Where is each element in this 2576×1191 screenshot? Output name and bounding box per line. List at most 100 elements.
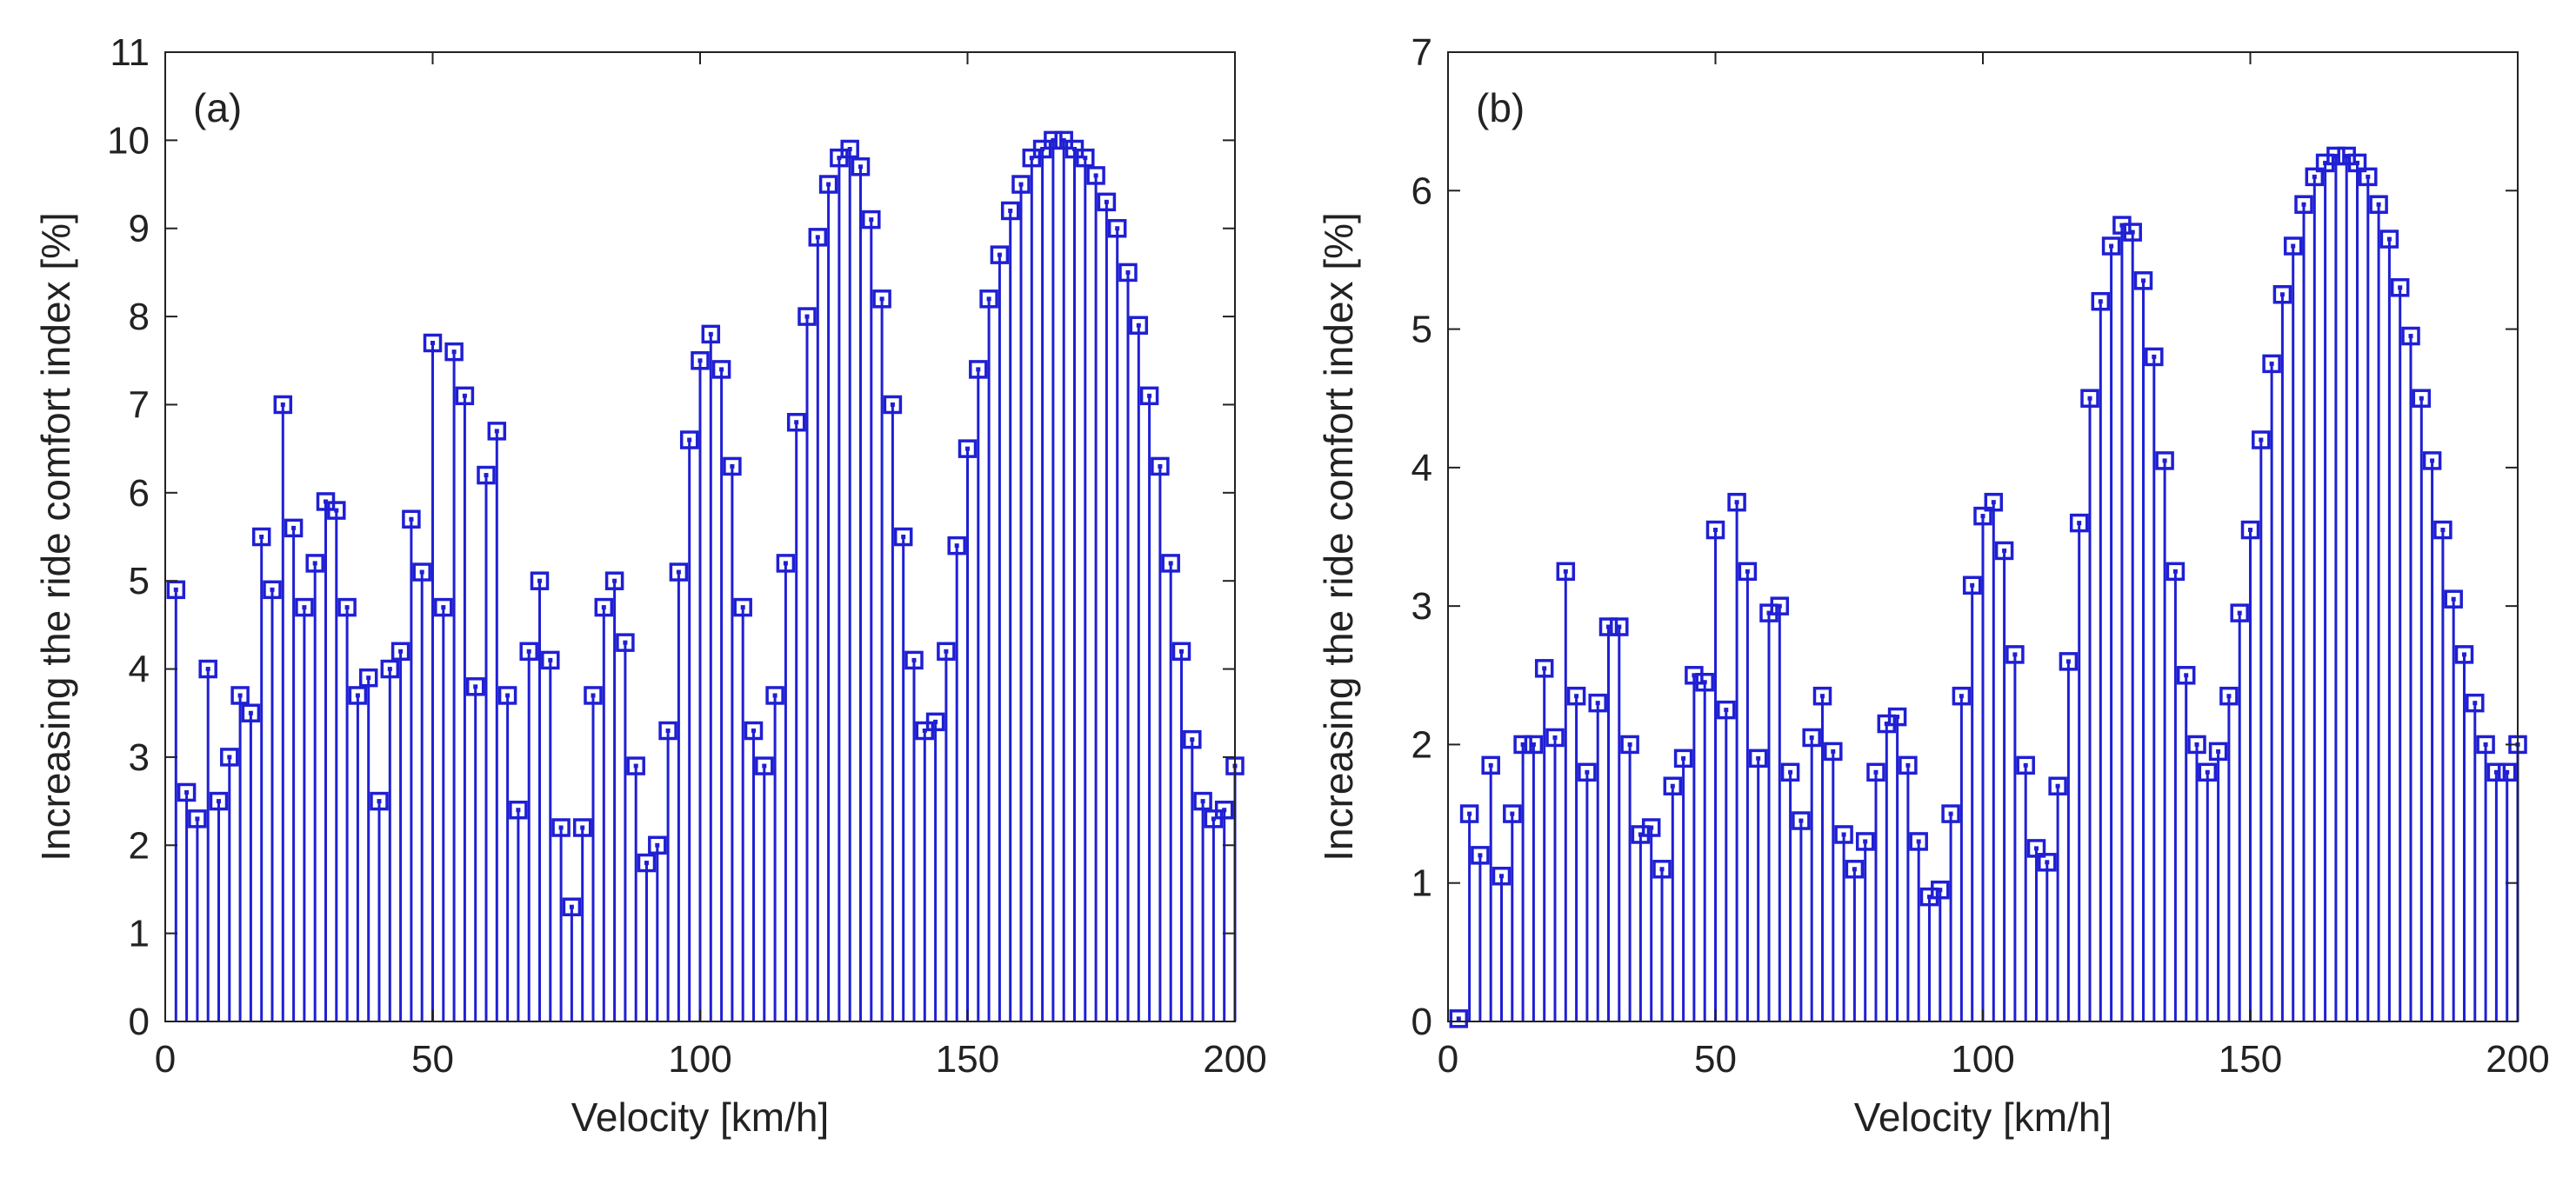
stem-marker-dot-b-31 (1788, 769, 1793, 775)
y-tick-label-b-4: 4 (1411, 447, 1432, 489)
stem-marker-dot-b-28 (1756, 755, 1761, 761)
stem-marker-dot-a-40 (601, 605, 606, 610)
stem-marker-b-47 (1952, 686, 1972, 706)
stem-marker-dot-a-65 (869, 217, 874, 223)
stem-marker-b-75 (2252, 430, 2271, 449)
stem-marker-dot-a-88 (1115, 226, 1120, 231)
chart-panel-b: 0 50 100 150 200 0 1 2 3 4 5 6 7 (b) Velocity [km/h… (1316, 31, 2550, 1140)
stem-marker-a-61 (818, 175, 838, 194)
stem-marker-a-18 (358, 668, 378, 688)
stem-marker-b-14 (1598, 617, 1618, 636)
stem-marker-dot-b-51 (2002, 548, 2007, 553)
stem-marker-dot-b-45 (1938, 888, 1943, 893)
stem-marker-a-89 (1118, 263, 1138, 283)
stem-marker-dot-b-83 (2344, 153, 2349, 158)
stem-marker-dot-a-24 (430, 341, 435, 345)
stem-marker-b-41 (1887, 707, 1907, 727)
stem-marker-a-7 (241, 703, 261, 722)
stem-marker-a-31 (497, 686, 517, 705)
stem-marker-dot-a-94 (1179, 649, 1184, 654)
stem-marker-a-57 (776, 554, 796, 573)
stem-marker-dot-b-68 (2184, 673, 2189, 678)
stem-marker-a-24 (423, 333, 443, 353)
stem-marker-dot-a-20 (387, 667, 392, 672)
stem-marker-a-66 (872, 289, 891, 309)
stem-marker-dot-b-50 (1991, 500, 1996, 505)
stem-marker-a-72 (937, 642, 956, 662)
stem-marker-dot-a-17 (355, 693, 360, 698)
stem-marker-b-43 (1909, 832, 1928, 851)
stem-marker-dot-b-78 (2291, 243, 2296, 249)
stem-marker-a-56 (765, 686, 784, 705)
stem-marker-dot-a-64 (858, 164, 863, 170)
stem-marker-a-74 (958, 439, 978, 458)
y-axis-label-b: Increasing the ride comfort index [%] (1316, 212, 1361, 862)
stem-marker-b-36 (1834, 825, 1853, 844)
stem-marker-dot-a-19 (377, 799, 382, 804)
stem-marker-dot-a-51 (719, 367, 724, 372)
stem-marker-b-95 (2466, 693, 2485, 713)
stem-marker-dot-a-59 (804, 314, 810, 319)
stem-marker-dot-b-17 (1638, 832, 1643, 837)
stem-marker-a-34 (530, 571, 550, 590)
stem-marker-dot-b-40 (1884, 722, 1889, 727)
stem-marker-dot-a-98 (1222, 808, 1227, 813)
stem-marker-dot-b-48 (1970, 582, 1975, 588)
stem-marker-dot-a-72 (944, 649, 949, 654)
stem-marker-dot-a-26 (451, 349, 457, 355)
stem-marker-dot-a-54 (751, 729, 756, 733)
stem-marker-dot-a-5 (227, 755, 232, 760)
stem-marker-dot-b-7 (1531, 742, 1536, 747)
stem-marker-a-32 (509, 800, 528, 820)
stem-marker-dot-a-77 (997, 252, 1002, 257)
stem-marker-dot-a-29 (484, 473, 489, 478)
stem-marker-dot-b-27 (1745, 569, 1750, 574)
stem-marker-b-10 (1556, 562, 1576, 582)
stem-marker-dot-a-74 (965, 446, 970, 451)
stem-marker-dot-b-33 (1809, 735, 1814, 740)
stem-marker-b-18 (1641, 818, 1661, 837)
stem-marker-dot-b-90 (2419, 396, 2424, 401)
y-tick-label-a-10: 10 (107, 119, 150, 162)
stem-marker-a-25 (434, 597, 453, 617)
stem-marker-dot-b-88 (2398, 285, 2403, 290)
stem-marker-a-4 (209, 791, 229, 811)
stem-marker-dot-b-24 (1713, 528, 1718, 533)
chart-panel-a: 0 50 100 150 200 0 1 2 3 4 5 6 7 8 9 10 11 (a) Velocity… (33, 31, 1267, 1140)
stem-marker-dot-a-60 (815, 235, 820, 240)
stem-marker-b-11 (1566, 686, 1586, 706)
stem-marker-b-54 (2026, 839, 2046, 858)
stem-marker-dot-a-84 (1072, 147, 1077, 151)
stem-marker-a-98 (1214, 800, 1234, 820)
x-tick-label-a-2: 100 (668, 1038, 731, 1081)
y-tick-label-a-11: 11 (110, 31, 150, 74)
stem-marker-dot-a-33 (526, 649, 531, 654)
stem-marker-b-2 (1471, 846, 1490, 865)
x-tick-label-b-3: 150 (2219, 1038, 2282, 1081)
stem-marker-dot-b-56 (2055, 783, 2060, 788)
stem-marker-dot-a-39 (591, 693, 596, 698)
stem-marker-dot-b-23 (1702, 680, 1707, 685)
stem-marker-dot-a-0 (173, 587, 178, 592)
stem-marker-dot-a-89 (1125, 269, 1131, 275)
stem-marker-a-0 (166, 580, 186, 600)
stem-marker-dot-a-4 (217, 799, 221, 804)
stem-marker-b-85 (2359, 167, 2378, 187)
stem-marker-dot-b-87 (2386, 236, 2392, 242)
stem-marker-dot-b-71 (2216, 749, 2221, 754)
stem-marker-b-92 (2433, 520, 2453, 540)
stem-marker-dot-b-75 (2259, 437, 2264, 442)
stem-marker-dot-b-41 (1895, 715, 1900, 720)
stem-marker-dot-b-89 (2408, 334, 2413, 339)
stem-marker-dot-b-35 (1831, 749, 1836, 754)
stem-marker-b-51 (1994, 541, 2014, 561)
y-tick-label-b-3: 3 (1411, 585, 1432, 628)
stem-marker-dot-b-22 (1692, 673, 1697, 678)
stem-marker-a-35 (541, 650, 560, 670)
y-tick-label-a-8: 8 (129, 296, 150, 338)
stem-marker-dot-a-49 (697, 358, 703, 363)
stem-marker-dot-a-41 (612, 578, 617, 583)
stem-marker-b-61 (2101, 236, 2121, 256)
stem-marker-dot-a-38 (580, 825, 585, 830)
stem-marker-dot-b-73 (2237, 610, 2242, 615)
